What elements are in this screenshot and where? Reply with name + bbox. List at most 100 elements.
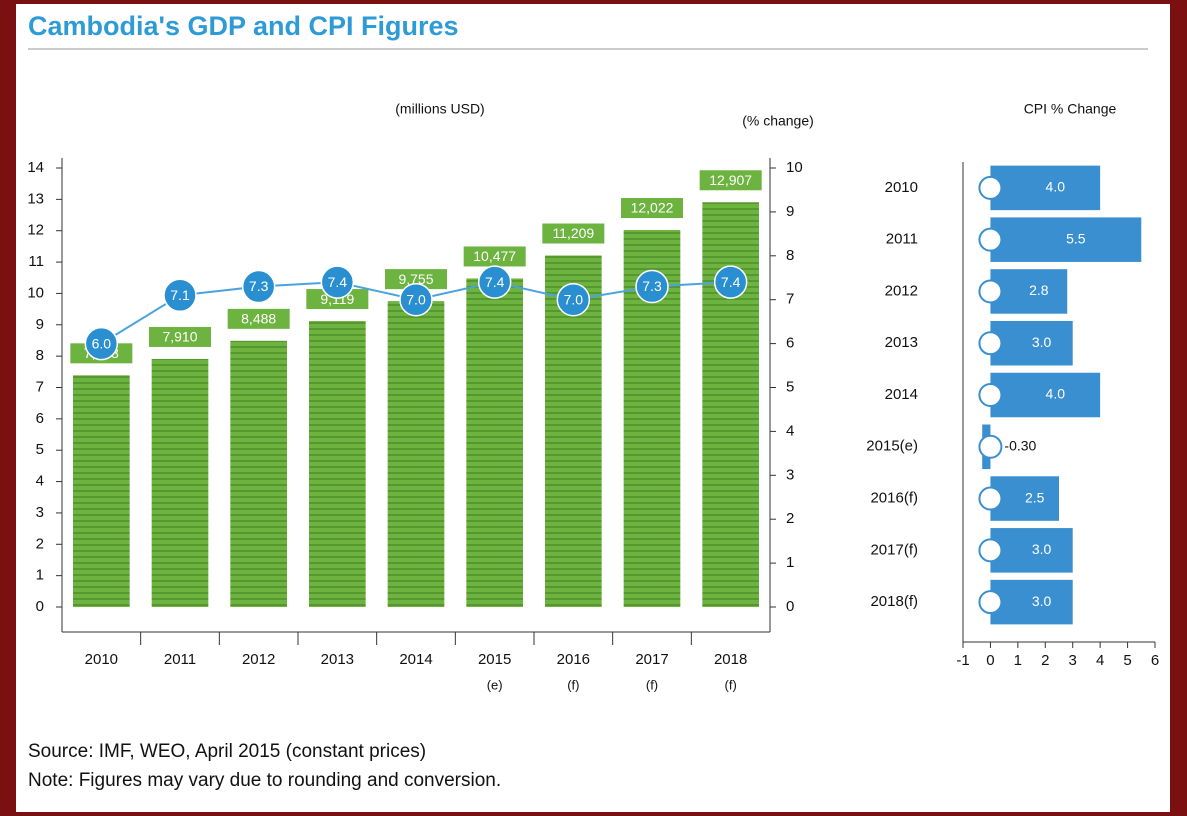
x-tick-label: 2018 xyxy=(714,651,747,668)
x-tick-label: 3 xyxy=(1069,652,1077,669)
page: Cambodia's GDP and CPI Figures Source: I… xyxy=(0,0,1187,816)
y-tick-label: 11 xyxy=(28,253,44,270)
line-value-label: 7.4 xyxy=(485,274,505,290)
chart-title: CPI % Change xyxy=(1024,101,1117,117)
y-tick-label: 2016(f) xyxy=(870,490,918,507)
x-tick-label: 6 xyxy=(1151,652,1159,669)
y-tick-label: 6 xyxy=(36,410,44,427)
y-tick-label: 10 xyxy=(27,284,44,301)
y-tick-label: 2017(f) xyxy=(870,541,918,558)
x-tick-label: 2012 xyxy=(242,651,275,668)
y2-tick-label: 7 xyxy=(786,291,794,308)
y2-tick-label: 10 xyxy=(786,159,803,176)
value-label: 5.5 xyxy=(1066,230,1086,246)
y2-tick-label: 9 xyxy=(786,203,794,220)
x-tick-note: (f) xyxy=(567,677,579,692)
y-axis-label: (millions USD) xyxy=(395,101,484,117)
value-label: 7,910 xyxy=(162,329,197,345)
x-tick-label: 2016 xyxy=(557,651,590,668)
x-tick-label: 2 xyxy=(1041,652,1049,669)
y-tick-label: 14 xyxy=(27,159,44,176)
y2-tick-label: 8 xyxy=(786,247,794,264)
y-tick-label: 9 xyxy=(36,316,44,333)
y-tick-label: 8 xyxy=(36,347,44,364)
bar-texture xyxy=(152,359,209,607)
x-tick-note: (f) xyxy=(646,677,658,692)
value-label: 12,907 xyxy=(709,172,752,188)
y-tick-label: 13 xyxy=(27,190,44,207)
y2-tick-label: 6 xyxy=(786,335,794,352)
y2-tick-label: 4 xyxy=(786,422,794,439)
tag-hole xyxy=(979,229,1001,251)
y-tick-label: 2012 xyxy=(885,282,918,299)
x-tick-label: 1 xyxy=(1014,652,1022,669)
y2-tick-label: 1 xyxy=(786,554,794,571)
x-tick-note: (f) xyxy=(725,677,737,692)
y-tick-label: 2013 xyxy=(885,334,918,351)
bar-texture xyxy=(466,278,523,607)
x-tick-label: 4 xyxy=(1096,652,1104,669)
x-tick-label: 2015 xyxy=(478,651,511,668)
y2-axis-label: (% change) xyxy=(742,113,814,129)
y-tick-label: 0 xyxy=(36,598,44,615)
value-label: 8,488 xyxy=(241,311,276,327)
bar-texture xyxy=(388,301,445,607)
bar-texture xyxy=(73,375,130,607)
value-label: 4.0 xyxy=(1046,386,1066,402)
tag-hole xyxy=(979,436,1001,458)
bar-texture xyxy=(702,202,759,607)
y-tick-label: 2011 xyxy=(886,231,918,248)
value-label: 4.0 xyxy=(1046,179,1066,195)
line-value-label: 7.0 xyxy=(406,291,426,307)
value-label: 12,022 xyxy=(631,200,674,216)
y-tick-label: 7 xyxy=(36,378,44,395)
line-value-label: 7.4 xyxy=(328,274,348,290)
x-tick-label: -1 xyxy=(956,652,969,669)
x-tick-label: 2010 xyxy=(85,651,118,668)
x-tick-label: 2013 xyxy=(321,651,354,668)
value-label: 11,209 xyxy=(552,225,594,241)
value-label: 10,477 xyxy=(473,248,516,264)
y2-tick-label: 5 xyxy=(786,378,794,395)
value-label: -0.30 xyxy=(1004,437,1036,453)
tag-hole xyxy=(979,332,1001,354)
note: Note: Figures may vary due to rounding a… xyxy=(28,770,501,791)
line-value-label: 7.3 xyxy=(249,278,269,294)
line-value-label: 7.4 xyxy=(721,274,741,290)
value-label: 3.0 xyxy=(1032,541,1052,557)
x-tick-label: 2014 xyxy=(399,651,432,668)
line-value-label: 7.1 xyxy=(170,287,190,303)
value-label: 2.8 xyxy=(1029,282,1049,298)
y-tick-label: 2 xyxy=(36,535,44,552)
y-tick-label: 2010 xyxy=(885,179,918,196)
x-tick-label: 2011 xyxy=(164,651,196,668)
y-tick-label: 3 xyxy=(36,504,44,521)
bar-texture xyxy=(309,321,366,607)
value-label: 3.0 xyxy=(1032,334,1052,350)
tag-hole xyxy=(979,539,1001,561)
tag-hole xyxy=(979,384,1001,406)
x-tick-label: 0 xyxy=(986,652,994,669)
y-tick-label: 12 xyxy=(27,222,44,239)
value-label: 2.5 xyxy=(1025,489,1045,505)
y-tick-label: 5 xyxy=(36,441,44,458)
y-tick-label: 1 xyxy=(36,567,44,584)
page-title: Cambodia's GDP and CPI Figures xyxy=(28,11,459,41)
y-tick-label: 2015(e) xyxy=(866,438,918,455)
value-label: 3.0 xyxy=(1032,593,1052,609)
y-tick-label: 4 xyxy=(36,473,44,490)
source: Source: IMF, WEO, April 2015 (constant p… xyxy=(28,741,426,762)
y-tick-label: 2014 xyxy=(885,386,918,403)
y2-tick-label: 3 xyxy=(786,466,794,483)
tag-hole xyxy=(979,177,1001,199)
tag-hole xyxy=(979,591,1001,613)
y2-tick-label: 0 xyxy=(786,598,794,615)
x-tick-label: 5 xyxy=(1123,652,1131,669)
tag-hole xyxy=(979,488,1001,510)
y2-tick-label: 2 xyxy=(786,510,794,527)
bar-texture xyxy=(230,341,287,607)
x-tick-label: 2017 xyxy=(635,651,668,668)
line-value-label: 7.0 xyxy=(564,291,584,307)
line-value-label: 6.0 xyxy=(92,335,112,351)
line-value-label: 7.3 xyxy=(642,278,662,294)
